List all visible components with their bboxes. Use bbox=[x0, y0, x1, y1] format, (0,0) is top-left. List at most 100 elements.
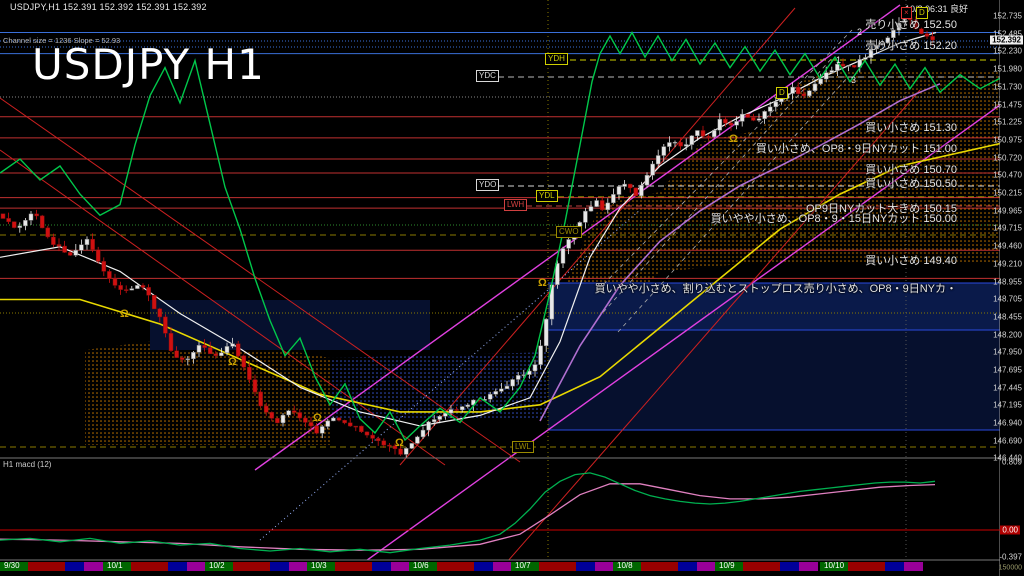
order-level-label[interactable]: 買いやや小さめ、OP8・9・15日NYカット 150.00 bbox=[710, 213, 957, 226]
candle-body bbox=[661, 146, 667, 156]
price-tick: 146.690 bbox=[993, 436, 1022, 446]
candle-body bbox=[823, 72, 829, 80]
candle-body bbox=[599, 200, 605, 211]
session-segment bbox=[678, 562, 697, 571]
candle-body bbox=[409, 443, 415, 449]
order-level-label[interactable]: 買い小さめ、OP8・9日NYカット 151.00 bbox=[755, 142, 957, 155]
order-level-label[interactable]: OP9日NYカット大きめ 150.15 bbox=[806, 202, 957, 215]
date-label[interactable]: 9/30 bbox=[4, 561, 20, 570]
candle-body bbox=[487, 393, 493, 400]
ichimoku-cloud-orange bbox=[85, 335, 330, 445]
omega-marker: Ω bbox=[228, 356, 237, 368]
chart-object-box-×[interactable]: × bbox=[901, 7, 912, 19]
chart-object-box-cwo[interactable]: CWO bbox=[556, 226, 582, 238]
date-label[interactable]: 10/9 bbox=[719, 561, 735, 570]
candle-body bbox=[745, 113, 751, 118]
chart-object-box-lwl[interactable]: LWL bbox=[512, 441, 534, 453]
candle-body bbox=[605, 202, 611, 211]
candle-body bbox=[751, 117, 756, 121]
candle-body bbox=[734, 121, 739, 126]
candle-body bbox=[879, 42, 885, 46]
candle-body bbox=[95, 249, 101, 262]
candle-body bbox=[213, 353, 219, 356]
symbol-watermark: USDJPY H1 bbox=[32, 40, 265, 89]
candle-body bbox=[835, 63, 840, 71]
trend-channel-red bbox=[508, 89, 921, 560]
session-segment bbox=[474, 562, 493, 571]
price-tick: 149.965 bbox=[993, 206, 1022, 216]
chart-object-box-ydh[interactable]: YDH bbox=[545, 53, 568, 65]
date-label[interactable]: 10/10 bbox=[824, 561, 845, 570]
chart-object-box-ydo[interactable]: YDO bbox=[476, 179, 500, 191]
session-segment bbox=[511, 562, 539, 571]
candle-body bbox=[308, 422, 314, 427]
candle-body bbox=[538, 345, 543, 365]
candle-body bbox=[286, 410, 291, 416]
order-level-label[interactable]: 買い小さめ 151.30 bbox=[865, 121, 957, 134]
candle-body bbox=[420, 429, 426, 438]
candle-body bbox=[112, 278, 118, 286]
session-segment bbox=[799, 562, 818, 571]
candle-body bbox=[448, 409, 454, 414]
price-tick: 152.485 bbox=[993, 29, 1022, 39]
yellow-ma-line bbox=[0, 142, 1000, 413]
candle-body bbox=[146, 287, 151, 296]
candle-body bbox=[644, 174, 650, 186]
candle-body bbox=[331, 417, 336, 422]
order-level-label[interactable]: 売り小さめ 152.20 bbox=[865, 39, 957, 52]
order-level-label[interactable]: 買い小さめ 150.70 bbox=[865, 163, 957, 176]
candle-body bbox=[39, 215, 45, 229]
candle-body bbox=[415, 436, 420, 444]
candle-body bbox=[0, 213, 6, 219]
order-level-label[interactable]: 買い小さめ 149.40 bbox=[865, 255, 957, 268]
date-label[interactable]: 10/1 bbox=[107, 561, 123, 570]
candle-body bbox=[151, 294, 157, 310]
date-label[interactable]: 10/8 bbox=[617, 561, 633, 570]
session-segment bbox=[233, 562, 270, 571]
candle-body bbox=[263, 405, 269, 413]
chart-object-box-ydc[interactable]: YDC bbox=[476, 70, 499, 82]
order-level-label[interactable]: 買いやや小さめ、割り込むとストップロス売り小さめ、OP8・9日NYカ・ bbox=[594, 283, 957, 296]
price-tick: 147.195 bbox=[993, 400, 1022, 410]
session-segment bbox=[848, 562, 885, 571]
candle-body bbox=[700, 130, 706, 137]
price-tick: 149.460 bbox=[993, 241, 1022, 251]
candle-body bbox=[168, 333, 174, 351]
candle-body bbox=[6, 218, 11, 222]
candle-body bbox=[863, 57, 868, 60]
candle-body bbox=[135, 285, 140, 289]
price-tick: 148.455 bbox=[993, 312, 1022, 322]
candle-body bbox=[846, 65, 851, 67]
price-axis[interactable]: 152.735 152.485 152.230 151.980 151.730 151.4… bbox=[990, 0, 1024, 576]
date-label[interactable]: 10/6 bbox=[413, 561, 429, 570]
down-channel-red bbox=[0, 97, 521, 463]
chart-object-box-d[interactable]: D bbox=[776, 87, 788, 99]
candle-body bbox=[235, 343, 241, 357]
date-label[interactable]: 10/7 bbox=[515, 561, 531, 570]
candle-body bbox=[840, 63, 846, 67]
macd-tick: 0.809 bbox=[1001, 457, 1022, 467]
candle-body bbox=[459, 406, 465, 411]
candle-body bbox=[314, 425, 319, 434]
candle-body bbox=[711, 129, 717, 138]
chart-object-box-lwh[interactable]: LWH bbox=[504, 199, 528, 211]
chart-object-box-ydl[interactable]: YDL bbox=[536, 190, 558, 202]
channel-info: Channel size = 1236 Slope = 52.93 bbox=[3, 36, 121, 45]
date-label[interactable]: 10/3 bbox=[311, 561, 327, 570]
candle-body bbox=[678, 141, 683, 147]
candle-body bbox=[241, 355, 247, 368]
order-level-label[interactable]: 買い小さめ 150.50 bbox=[865, 178, 957, 190]
candle-body bbox=[387, 444, 392, 447]
candle-body bbox=[319, 426, 325, 434]
price-tick: 149.715 bbox=[993, 223, 1022, 233]
chart-object-box-d[interactable]: D bbox=[916, 7, 928, 19]
candle-body bbox=[67, 252, 73, 256]
order-level-label[interactable]: 売り小さめ 152.50 bbox=[865, 18, 957, 31]
macd-indicator-label: H1 macd (12) bbox=[3, 460, 52, 469]
candle-body bbox=[919, 28, 924, 35]
session-segment bbox=[372, 562, 391, 571]
date-label[interactable]: 10/2 bbox=[209, 561, 225, 570]
ichimoku-cloud-blue bbox=[330, 352, 555, 420]
session-segment bbox=[187, 562, 206, 571]
